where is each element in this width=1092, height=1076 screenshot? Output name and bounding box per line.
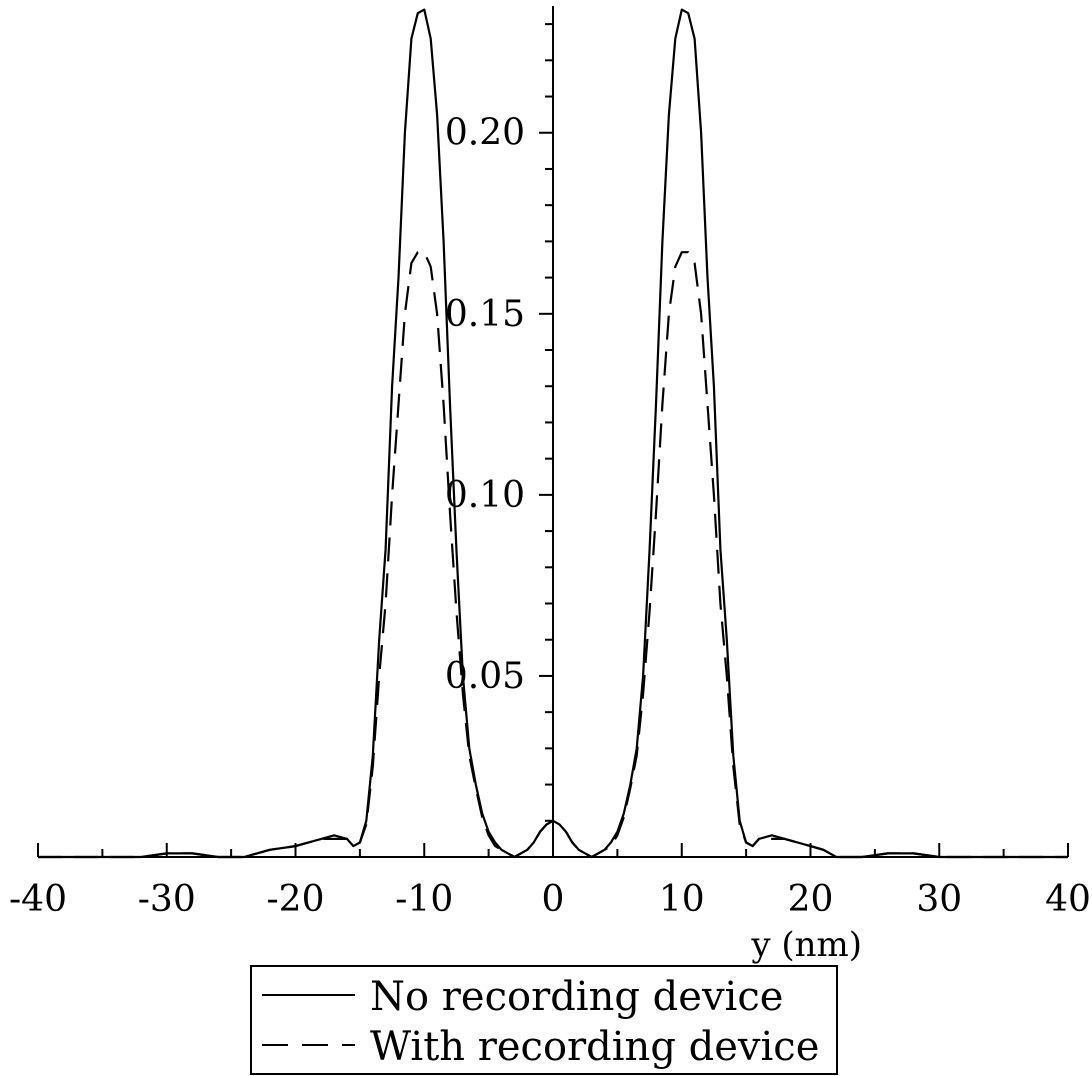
y-tick-label: 0.20 [445, 113, 525, 154]
x-tick-label: -30 [138, 879, 196, 920]
axes: -40 -30 -20 -10 0 10 20 30 40 0.05 0.10 0.15 0.20 y… [9, 6, 1091, 965]
legend-label-no-recording-device: No recording device [370, 974, 783, 1020]
y-tick-label: 0.10 [445, 475, 525, 516]
x-tick-label: 0 [542, 879, 565, 920]
x-tick-label: 40 [1045, 879, 1091, 920]
legend: No recording device With recording devic… [251, 966, 837, 1074]
x-tick-label: 30 [916, 879, 962, 920]
x-axis-tick-labels: -40 -30 -20 -10 0 10 20 30 40 [9, 879, 1091, 920]
x-tick-label: -10 [395, 879, 453, 920]
y-tick-label: 0.05 [445, 656, 525, 697]
x-tick-label: 10 [659, 879, 705, 920]
x-tick-label: -40 [9, 879, 67, 920]
x-axis-title: y (nm) [750, 925, 862, 965]
y-tick-label: 0.15 [445, 294, 525, 335]
x-axis-ticks [38, 843, 1068, 857]
legend-label-with-recording-device: With recording device [370, 1024, 819, 1070]
y-axis-ticks [539, 24, 553, 821]
y-axis-tick-labels: 0.05 0.10 0.15 0.20 [445, 113, 525, 697]
x-tick-label: -20 [267, 879, 325, 920]
x-tick-label: 20 [788, 879, 834, 920]
